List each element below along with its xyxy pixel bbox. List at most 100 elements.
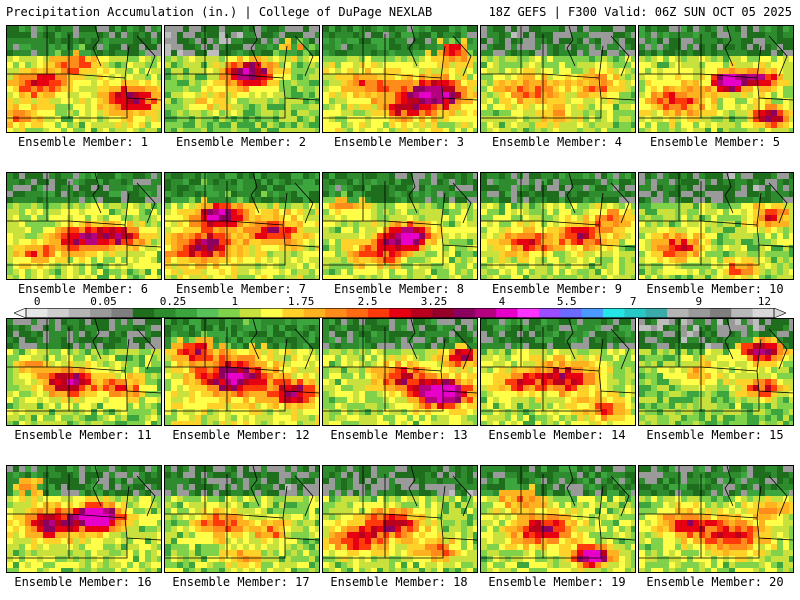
precip-cell xyxy=(657,116,664,123)
precip-cell xyxy=(255,215,262,222)
precip-cell xyxy=(315,179,319,186)
precip-cell xyxy=(347,32,354,39)
precip-cell xyxy=(487,92,494,99)
precip-cell xyxy=(25,337,32,344)
precip-cell xyxy=(43,179,50,186)
precip-cell xyxy=(139,74,146,81)
precip-cell xyxy=(183,62,190,69)
precip-cell xyxy=(571,80,578,87)
precip-cell xyxy=(529,203,536,210)
precip-cell xyxy=(711,92,718,99)
precip-cell xyxy=(109,122,116,129)
precip-cell xyxy=(73,74,80,81)
precip-cell xyxy=(589,116,596,123)
precip-cell xyxy=(189,263,196,270)
precip-cell xyxy=(553,80,560,87)
precip-cell xyxy=(195,263,202,270)
precip-cell xyxy=(529,215,536,222)
precip-cell xyxy=(723,263,730,270)
precip-cell xyxy=(291,38,298,45)
precip-cell xyxy=(91,239,98,246)
precip-cell xyxy=(723,62,730,69)
precip-cell xyxy=(389,191,396,198)
precip-cell xyxy=(97,185,104,192)
precip-cell xyxy=(359,275,366,279)
precip-cell xyxy=(583,185,590,192)
precip-cell xyxy=(413,173,420,180)
precip-cell xyxy=(577,263,584,270)
precip-cell xyxy=(571,203,578,210)
precip-cell xyxy=(255,275,262,279)
precip-cell xyxy=(607,233,614,240)
precip-cell xyxy=(783,221,790,228)
precip-cell xyxy=(547,116,554,123)
precip-cell xyxy=(145,44,152,51)
precip-cell xyxy=(13,275,20,279)
precip-cell xyxy=(127,251,134,258)
precip-cell xyxy=(341,68,348,75)
precip-cell xyxy=(249,215,256,222)
precip-cell xyxy=(291,116,298,123)
precip-cell xyxy=(309,275,316,279)
precip-cell xyxy=(651,80,658,87)
precip-cell xyxy=(693,239,700,246)
precip-cell xyxy=(559,122,566,129)
precip-cell xyxy=(613,80,620,87)
precip-cell xyxy=(249,185,256,192)
precip-cell xyxy=(765,257,772,264)
precip-cell xyxy=(189,74,196,81)
precip-cell xyxy=(109,233,116,240)
precip-cell xyxy=(517,38,524,45)
precip-cell xyxy=(467,92,474,99)
precip-cell xyxy=(37,68,44,75)
precip-cell xyxy=(645,185,652,192)
precip-cell xyxy=(67,92,74,99)
precip-cell xyxy=(431,233,438,240)
precip-cell xyxy=(639,257,646,264)
precip-cell xyxy=(25,110,32,117)
precip-cell xyxy=(595,44,602,51)
precip-cell xyxy=(279,110,286,117)
precip-cell xyxy=(315,275,319,279)
precip-cell xyxy=(559,275,566,279)
precip-cell xyxy=(717,32,724,39)
precip-cell xyxy=(13,331,20,338)
precip-cell xyxy=(79,331,86,338)
precip-cell xyxy=(79,116,86,123)
precip-cell xyxy=(145,74,152,81)
precip-cell xyxy=(133,56,140,63)
precip-cell xyxy=(353,221,360,228)
precip-cell xyxy=(443,122,450,129)
precip-cell xyxy=(735,122,742,129)
precip-cell xyxy=(261,98,268,105)
precip-cell xyxy=(541,44,548,51)
precip-cell xyxy=(183,173,190,180)
precip-cell xyxy=(189,98,196,105)
precip-cell xyxy=(783,56,790,63)
precip-cell xyxy=(73,116,80,123)
precip-cell xyxy=(189,239,196,246)
precip-cell xyxy=(577,32,584,39)
precip-cell xyxy=(759,128,766,132)
precip-cell xyxy=(607,122,614,129)
precip-cell xyxy=(267,80,274,87)
precip-cell xyxy=(535,86,542,93)
precip-cell xyxy=(323,263,330,270)
precip-cell xyxy=(529,56,536,63)
precip-cell xyxy=(681,56,688,63)
precip-cell xyxy=(309,122,316,129)
precip-cell xyxy=(225,233,232,240)
precip-cell xyxy=(505,227,512,234)
precip-cell xyxy=(675,122,682,129)
precip-cell xyxy=(553,215,560,222)
precip-cell xyxy=(741,245,748,252)
precip-cell xyxy=(171,68,178,75)
precip-cell xyxy=(189,62,196,69)
precip-cell xyxy=(711,173,718,180)
precip-cell xyxy=(139,251,146,258)
precip-cell xyxy=(425,173,432,180)
precip-cell xyxy=(79,185,86,192)
precip-cell xyxy=(535,173,542,180)
precip-cell xyxy=(505,98,512,105)
precip-cell xyxy=(565,122,572,129)
